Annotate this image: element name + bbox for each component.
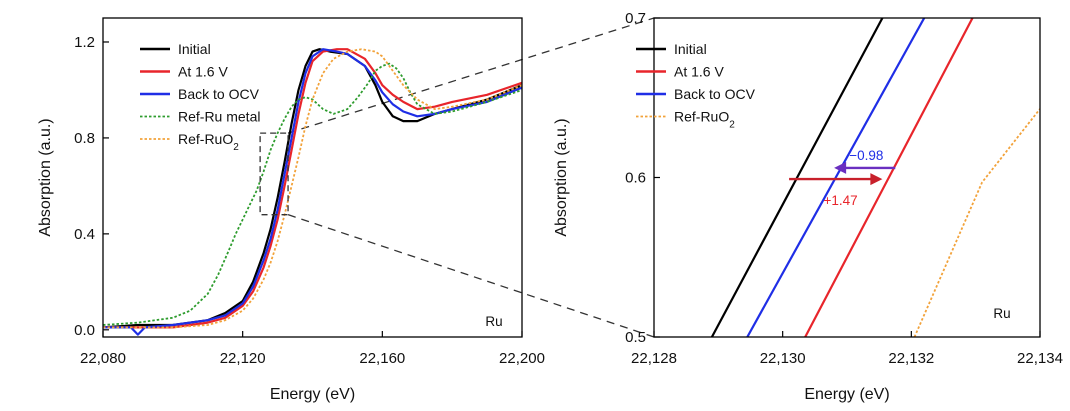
shift-arrow-label-1: +1.47 [823, 193, 857, 208]
element-annotation: Ru [993, 306, 1010, 321]
y-tick-label: 0.5 [625, 329, 646, 346]
series-line-at-1-6-v [804, 18, 974, 337]
series-line-back-to-ocv [103, 48, 522, 336]
right-panel: −0.98 +1.47 22,128 22,130 22,132 22,134 0.5 0.6… [553, 10, 1063, 403]
legend-entry-text: At 1.6 V [674, 64, 724, 80]
legend-entry-text: Ref-Ru metal [178, 109, 260, 125]
legend-entry-text: Ref-RuO [178, 131, 233, 147]
y-axis-label: Absorption (a.u.) [553, 118, 570, 236]
legend-entry-label: Ref-RuO2 [178, 131, 239, 153]
plot-frame [102, 17, 523, 338]
legend-entry-label: Initial [674, 41, 707, 57]
series-line-at-1-6-v [103, 48, 522, 329]
legend-entry-text: Back to OCV [674, 86, 756, 102]
legend-entry-label: At 1.6 V [178, 64, 228, 80]
legend-entry-label: Ref-RuO2 [674, 109, 735, 131]
y-tick-label: 0.6 [625, 170, 646, 187]
series-line-ref-ruo [103, 48, 522, 329]
legend-entry-label: At 1.6 V [674, 64, 724, 80]
legend-entry-text: Initial [674, 41, 707, 57]
shift-arrow-head-0 [834, 161, 847, 174]
x-tick-label: 22,132 [888, 350, 934, 367]
x-tick-label: 22,130 [760, 350, 806, 367]
series-line-back-to-ocv [746, 18, 926, 337]
legend-entry-text: Back to OCV [178, 86, 260, 102]
zoom-connector-top [287, 17, 655, 134]
y-tick-label: 0.8 [74, 130, 95, 147]
y-tick-label: 0.7 [625, 10, 646, 27]
x-tick-label: 22,120 [220, 350, 266, 367]
series-line-initial [710, 18, 884, 337]
legend-entry-label: Back to OCV [178, 86, 260, 102]
shift-arrow-head-1 [870, 173, 883, 186]
legend-entry-label: Initial [178, 41, 211, 57]
y-tick-label: 0.0 [74, 322, 95, 339]
zoom-connectors [287, 17, 655, 338]
legend-entry-label: Ref-Ru metal [178, 109, 260, 125]
shift-arrow-label-0: −0.98 [849, 148, 883, 163]
element-annotation: Ru [485, 314, 502, 329]
left-panel: 22,080 22,120 22,160 22,200 0.0 0.4 0.8 1.2 Ener… [37, 17, 545, 403]
y-tick-label: 1.2 [74, 34, 95, 51]
x-tick-label: 22,160 [359, 350, 405, 367]
series-line-ref-ruo [913, 108, 1040, 337]
x-tick-label: 22,080 [80, 350, 126, 367]
y-tick-label: 0.4 [74, 226, 95, 243]
series-line-initial [103, 48, 522, 329]
x-axis-label: Energy (eV) [804, 386, 889, 403]
legend-entry-label: Back to OCV [674, 86, 756, 102]
zoom-connector-bottom [287, 214, 655, 338]
series-line-ref-ru-metal [103, 62, 522, 326]
zoom-box [259, 132, 289, 216]
x-tick-label: 22,200 [499, 350, 545, 367]
legend-entry-subscript: 2 [233, 142, 239, 153]
legend-entry-subscript: 2 [729, 119, 735, 130]
y-axis-label: Absorption (a.u.) [37, 118, 54, 236]
x-tick-label: 22,134 [1017, 350, 1063, 367]
legend-entry-text: Initial [178, 41, 211, 57]
legend-entry-text: At 1.6 V [178, 64, 228, 80]
x-axis-label: Energy (eV) [270, 386, 355, 403]
x-tick-label: 22,128 [631, 350, 677, 367]
legend-entry-text: Ref-RuO [674, 109, 729, 125]
